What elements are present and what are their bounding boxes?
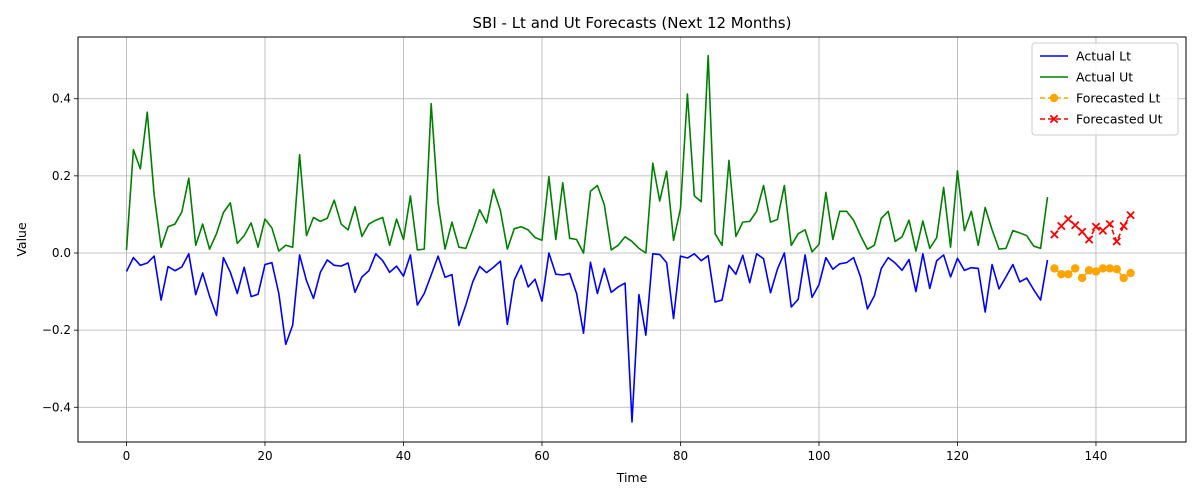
- data-point: [1105, 264, 1115, 273]
- data-point: [1084, 235, 1094, 244]
- data-point: [1077, 273, 1087, 283]
- series-forecasted-ut: [1050, 210, 1135, 246]
- data-point: [1050, 230, 1059, 239]
- series-forecasted-lt: [1050, 264, 1135, 283]
- y-tick-label: −0.2: [42, 323, 71, 337]
- data-point: [1070, 220, 1080, 230]
- y-tick-label: 0.4: [52, 92, 71, 106]
- legend-item: Actual Lt: [1040, 49, 1131, 64]
- series-line: [125, 252, 1049, 423]
- y-tick-label: 0.0: [52, 246, 71, 260]
- data-point: [1126, 268, 1135, 278]
- data-point: [1119, 221, 1128, 231]
- legend-label: Forecasted Lt: [1076, 91, 1160, 106]
- plot-area: [78, 37, 1186, 442]
- data-point: [1126, 210, 1135, 220]
- y-tick-label: 0.2: [52, 169, 71, 183]
- x-axis-label: Time: [616, 470, 648, 485]
- legend-item: Forecasted Lt: [1040, 91, 1160, 106]
- y-tick-label: −0.4: [42, 400, 71, 414]
- legend-marker: [1049, 93, 1059, 103]
- x-tick-label: 20: [257, 449, 272, 463]
- data-point: [1057, 221, 1066, 231]
- legend-label: Actual Lt: [1076, 49, 1131, 64]
- data-point: [1112, 265, 1121, 274]
- x-tick-label: 140: [1085, 449, 1108, 463]
- data-point: [1112, 237, 1121, 246]
- legend-item: Forecasted Ut: [1040, 112, 1163, 127]
- plot-frame: [77, 36, 1187, 443]
- data-point: [1098, 264, 1108, 273]
- x-tick-label: 60: [534, 449, 549, 463]
- chart-title: SBI - Lt and Ut Forecasts (Next 12 Month…: [473, 14, 792, 32]
- series-layer: [125, 54, 1135, 423]
- data-point: [1071, 264, 1080, 273]
- data-point: [1050, 264, 1059, 273]
- data-point: [1091, 267, 1101, 276]
- legend: Actual Lt Actual Ut Forecasted Lt Forecaste…: [1031, 42, 1179, 136]
- x-tick-label: 100: [808, 449, 831, 463]
- data-point: [1084, 266, 1094, 275]
- x-tick-label: 80: [673, 449, 688, 463]
- y-axis-label: Value: [14, 222, 29, 257]
- ticks: 0 20 40 60 80 100 120 140 −0.4 −0.2 0.0 0.2 0.4: [42, 92, 1108, 463]
- x-tick-label: 120: [946, 449, 969, 463]
- series-actual-lt: [125, 252, 1049, 423]
- data-point: [1105, 219, 1115, 229]
- data-point: [1077, 227, 1087, 237]
- legend-box: [1031, 42, 1179, 136]
- legend-marker: [1049, 114, 1059, 124]
- data-point: [1064, 270, 1073, 279]
- data-point: [1057, 270, 1066, 279]
- legend-label: Forecasted Ut: [1076, 112, 1163, 127]
- legend-item: Actual Ut: [1040, 70, 1133, 85]
- series-line: [125, 54, 1049, 254]
- series-actual-ut: [125, 54, 1049, 254]
- data-point: [1091, 222, 1101, 232]
- data-point: [1119, 273, 1128, 283]
- x-tick-label: 0: [123, 449, 131, 463]
- x-tick-label: 40: [396, 449, 411, 463]
- data-point: [1098, 226, 1108, 235]
- data-point: [1064, 214, 1073, 224]
- legend-label: Actual Ut: [1076, 70, 1133, 85]
